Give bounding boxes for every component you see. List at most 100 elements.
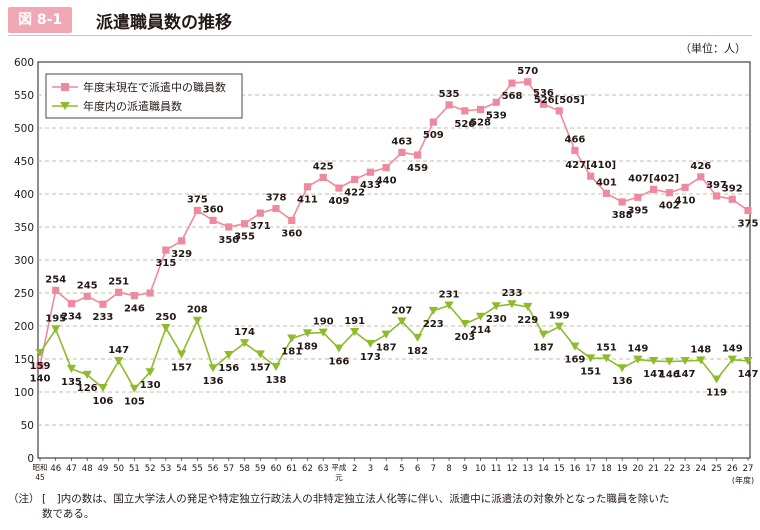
data-point-triangle <box>460 320 470 329</box>
data-label: 411 <box>297 195 318 206</box>
data-point-triangle <box>51 325 61 334</box>
x-tick-label: 55 <box>192 464 203 474</box>
data-point-triangle <box>397 317 407 326</box>
data-label: 187 <box>533 343 554 354</box>
data-label: 174 <box>234 327 255 338</box>
data-label: 151 <box>596 342 617 353</box>
x-tick-label: 56 <box>208 464 219 474</box>
unit-label: （単位：人） <box>680 42 746 55</box>
data-point-square <box>225 223 233 231</box>
data-point-triangle <box>711 375 722 384</box>
data-label: 157 <box>171 362 192 373</box>
data-label: 207 <box>391 305 412 316</box>
data-label: 138 <box>266 375 287 386</box>
data-label: 149 <box>627 344 648 355</box>
data-label: 189 <box>297 341 318 352</box>
data-point-square <box>429 118 437 126</box>
data-label: 539 <box>486 110 507 121</box>
x-tick-label: 5 <box>399 464 404 474</box>
data-point-square <box>272 204 280 213</box>
data-point-triangle <box>523 302 533 311</box>
data-label: 427[410] <box>565 160 616 171</box>
data-point-square <box>256 209 264 217</box>
data-point-square <box>351 175 359 184</box>
footnote-line-1: （注）[ ]内の数は、国立大学法人の発足や特定独立行政法人の非特定独立法人化等に… <box>8 492 752 507</box>
data-label: 157 <box>250 362 271 373</box>
x-tick-label: 9 <box>462 464 467 474</box>
data-label: 528 <box>470 118 491 129</box>
x-tick-label: 53 <box>160 464 171 474</box>
data-label: 360 <box>281 228 302 239</box>
data-point-triangle <box>365 339 375 348</box>
data-point-square <box>445 101 453 109</box>
data-point-triangle <box>208 364 218 373</box>
x-tick-label: 8 <box>446 464 451 474</box>
x-tick-label: 4 <box>383 464 388 474</box>
x-tick-label: 54 <box>176 464 187 474</box>
x-tick-label: 15 <box>554 464 565 474</box>
data-label: 146 <box>659 370 680 381</box>
data-point-triangle <box>255 350 265 359</box>
data-point-triangle <box>192 316 202 325</box>
legend-label-2: 年度内の派遣職員数 <box>83 99 182 113</box>
data-point-triangle <box>743 356 753 365</box>
data-label: 246 <box>124 304 145 315</box>
data-point-square <box>744 206 752 215</box>
data-point-square <box>83 292 91 300</box>
data-label: 182 <box>407 346 428 357</box>
data-label: 208 <box>187 305 208 316</box>
data-label: 371 <box>250 221 271 232</box>
data-label: 315 <box>155 258 176 269</box>
data-point-square <box>712 192 721 200</box>
data-point-square <box>492 98 500 106</box>
figure-title: 派遣職員数の推移 <box>96 13 232 33</box>
data-point-triangle <box>617 364 627 373</box>
data-label: 140 <box>30 374 51 385</box>
data-point-triangle <box>586 354 596 363</box>
data-label: 119 <box>706 387 727 398</box>
y-tick-label: 0 <box>27 453 34 465</box>
data-point-square <box>555 107 563 115</box>
data-label: 407[402] <box>628 173 679 184</box>
data-label: 147 <box>738 369 759 380</box>
data-label: 251 <box>108 276 129 287</box>
y-tick-label: 50 <box>21 420 34 432</box>
data-point-square <box>587 172 595 180</box>
data-label: 151 <box>580 366 601 377</box>
data-point-square <box>240 220 249 228</box>
data-label: 463 <box>391 136 412 147</box>
data-point-square <box>681 183 689 191</box>
x-tick-label: 52 <box>145 464 156 474</box>
x-tick-label: 62 <box>302 464 313 474</box>
x-tick-label: 23 <box>680 464 691 474</box>
data-point-triangle <box>224 351 234 360</box>
data-point-square <box>99 300 107 308</box>
data-point-triangle <box>570 342 580 351</box>
data-label: 355 <box>234 232 255 243</box>
data-point-triangle <box>649 356 659 365</box>
data-point-square <box>209 216 217 224</box>
x-tick-label: 11 <box>491 464 502 474</box>
data-label: 250 <box>155 312 176 323</box>
data-point-triangle <box>239 339 250 348</box>
data-point-square <box>476 105 485 114</box>
x-tick-label: 24 <box>695 464 706 474</box>
data-label: 234 <box>61 312 82 323</box>
x-tick-label: 21 <box>648 464 659 474</box>
y-tick-label: 150 <box>14 354 34 366</box>
legend-marker-1 <box>61 83 69 91</box>
data-label: 135 <box>61 377 82 388</box>
data-point-triangle <box>554 322 564 331</box>
data-label: 375 <box>187 195 208 206</box>
x-tick-label: 昭和 <box>33 463 48 472</box>
x-tick-label: 平成 <box>331 462 346 472</box>
data-label: 181 <box>281 347 302 358</box>
data-label: 136 <box>612 376 633 387</box>
data-point-square <box>288 216 296 224</box>
y-tick-label: 250 <box>14 288 34 300</box>
data-label: 159 <box>30 361 51 372</box>
data-point-square <box>665 189 673 197</box>
data-point-square <box>115 288 123 296</box>
data-point-triangle <box>318 328 328 337</box>
